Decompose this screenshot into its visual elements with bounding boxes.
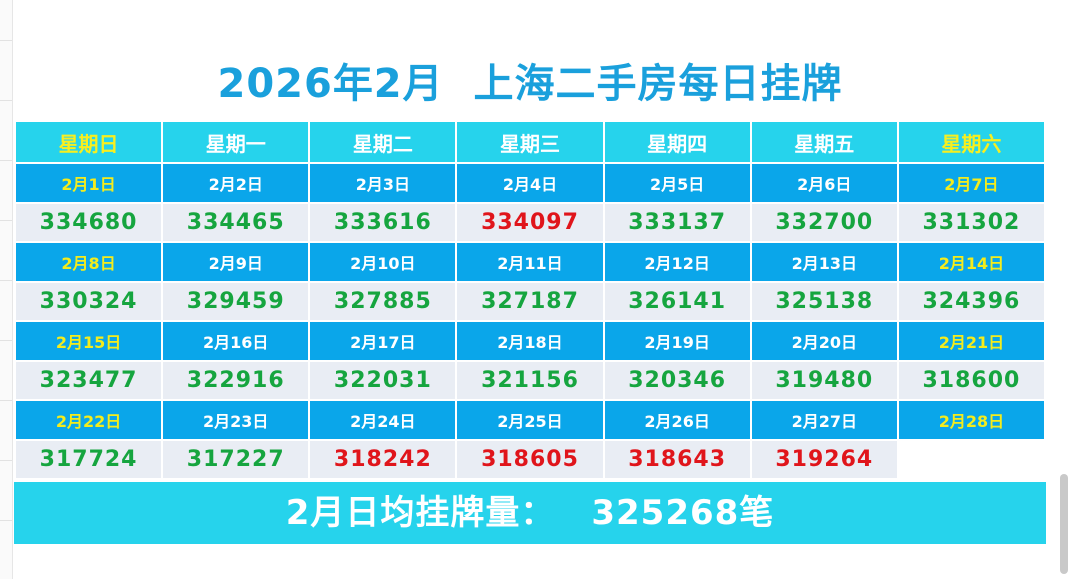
date-cell: 2月24日 <box>308 399 458 441</box>
weekday-saturday: 星期六 <box>896 120 1047 164</box>
date-cell: 2月13日 <box>749 241 899 283</box>
listing-count-cell: 326141 <box>602 281 752 322</box>
date-cell: 2月27日 <box>749 399 899 441</box>
listing-count-cell-increase: 334097 <box>455 202 605 243</box>
monthly-average-banner: 2月日均挂牌量： 325268笔 <box>14 482 1046 544</box>
date-cell: 2月23日 <box>161 399 311 441</box>
listing-count-row: 334680 334465 333616 334097 333137 33270… <box>13 202 1047 243</box>
weekday-thursday: 星期四 <box>602 120 752 164</box>
listing-count-cell: 319480 <box>749 360 899 401</box>
date-cell: 2月15日 <box>13 320 164 362</box>
weekday-header-row: 星期日 星期一 星期二 星期三 星期四 星期五 星期六 <box>13 120 1047 164</box>
listing-count-cell: 333616 <box>308 202 458 243</box>
vertical-scrollbar[interactable] <box>1060 474 1068 574</box>
listing-count-cell: 317724 <box>13 439 164 480</box>
listing-count-cell: 320346 <box>602 360 752 401</box>
listing-count-cell: 334680 <box>13 202 164 243</box>
date-cell: 2月5日 <box>602 162 752 204</box>
listing-count-cell: 327885 <box>308 281 458 322</box>
listing-count-cell: 317227 <box>161 439 311 480</box>
listing-count-cell-empty <box>896 439 1047 480</box>
listing-count-cell: 324396 <box>896 281 1047 322</box>
date-cell: 2月16日 <box>161 320 311 362</box>
page-title: 2026年2月 上海二手房每日挂牌 <box>217 61 843 107</box>
listing-count-cell: 329459 <box>161 281 311 322</box>
average-value: 325268笔 <box>591 493 775 533</box>
listing-count-cell-increase: 319264 <box>749 439 899 480</box>
date-row: 2月15日 2月16日 2月17日 2月18日 2月19日 2月20日 2月21… <box>13 320 1047 362</box>
date-cell: 2月7日 <box>896 162 1047 204</box>
date-cell: 2月6日 <box>749 162 899 204</box>
date-cell: 2月21日 <box>896 320 1047 362</box>
listing-count-cell-increase: 318242 <box>308 439 458 480</box>
date-cell: 2月22日 <box>13 399 164 441</box>
date-cell: 2月9日 <box>161 241 311 283</box>
weekday-friday: 星期五 <box>749 120 899 164</box>
listing-count-cell-increase: 318643 <box>602 439 752 480</box>
date-cell: 2月2日 <box>161 162 311 204</box>
listing-count-row: 330324 329459 327885 327187 326141 32513… <box>13 281 1047 322</box>
date-cell: 2月19日 <box>602 320 752 362</box>
date-cell: 2月12日 <box>602 241 752 283</box>
date-cell: 2月1日 <box>13 162 164 204</box>
listing-count-cell: 330324 <box>13 281 164 322</box>
date-cell: 2月3日 <box>308 162 458 204</box>
listing-count-cell: 325138 <box>749 281 899 322</box>
listing-count-cell: 333137 <box>602 202 752 243</box>
date-cell: 2月28日 <box>896 399 1047 441</box>
listing-count-cell: 323477 <box>13 360 164 401</box>
weekday-sunday: 星期日 <box>13 120 164 164</box>
listing-count-cell-increase: 318605 <box>455 439 605 480</box>
calendar-table: 星期日 星期一 星期二 星期三 星期四 星期五 星期六 2月1日 2月2日 2月… <box>13 120 1047 480</box>
date-row: 2月22日 2月23日 2月24日 2月25日 2月26日 2月27日 2月28… <box>13 399 1047 441</box>
date-cell: 2月18日 <box>455 320 605 362</box>
spreadsheet-row-gutter <box>0 0 13 579</box>
date-row: 2月8日 2月9日 2月10日 2月11日 2月12日 2月13日 2月14日 <box>13 241 1047 283</box>
date-cell: 2月4日 <box>455 162 605 204</box>
weekday-wednesday: 星期三 <box>455 120 605 164</box>
date-cell: 2月25日 <box>455 399 605 441</box>
listing-count-cell: 334465 <box>161 202 311 243</box>
listing-count-row: 317724 317227 318242 318605 318643 31926… <box>13 439 1047 480</box>
date-cell: 2月10日 <box>308 241 458 283</box>
listing-count-row: 323477 322916 322031 321156 320346 31948… <box>13 360 1047 401</box>
weekday-tuesday: 星期二 <box>308 120 458 164</box>
date-cell: 2月14日 <box>896 241 1047 283</box>
listing-count-cell: 332700 <box>749 202 899 243</box>
listing-count-cell: 322916 <box>161 360 311 401</box>
date-cell: 2月20日 <box>749 320 899 362</box>
weekday-monday: 星期一 <box>161 120 311 164</box>
date-cell: 2月26日 <box>602 399 752 441</box>
listing-count-cell: 321156 <box>455 360 605 401</box>
listing-count-cell: 318600 <box>896 360 1047 401</box>
average-label: 2月日均挂牌量： <box>285 493 556 533</box>
listing-count-cell: 327187 <box>455 281 605 322</box>
listing-count-cell: 322031 <box>308 360 458 401</box>
date-cell: 2月8日 <box>13 241 164 283</box>
date-cell: 2月11日 <box>455 241 605 283</box>
date-row: 2月1日 2月2日 2月3日 2月4日 2月5日 2月6日 2月7日 <box>13 162 1047 204</box>
date-cell: 2月17日 <box>308 320 458 362</box>
listing-count-cell: 331302 <box>896 202 1047 243</box>
